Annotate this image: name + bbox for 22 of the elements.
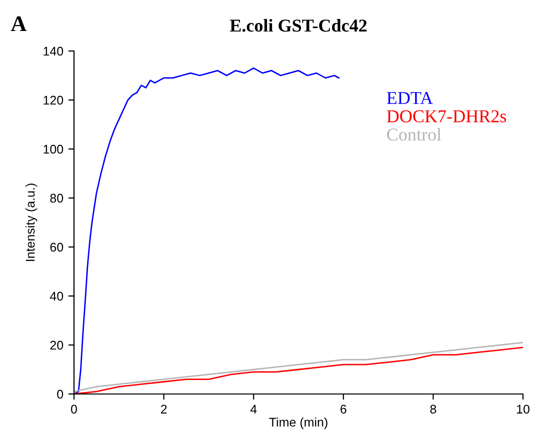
text: DOCK7-DHR2s bbox=[386, 110, 506, 122]
x-tick-label: 4 bbox=[250, 404, 257, 414]
text: Control bbox=[387, 128, 442, 141]
y-tick-label: 140 bbox=[44, 46, 64, 56]
y-tick-label: 80 bbox=[50, 194, 64, 203]
chart-title: E.coli GST-Cdc42 bbox=[230, 19, 367, 32]
y-tick-label: 100 bbox=[44, 144, 64, 154]
line-series bbox=[74, 67, 340, 394]
y-tick-label: 120 bbox=[44, 96, 64, 105]
text: A bbox=[10, 16, 27, 32]
x-tick-label: 6 bbox=[340, 404, 346, 414]
x-axis-title: Time (min) bbox=[269, 417, 328, 430]
text: EDTA bbox=[386, 92, 433, 104]
x-tick-label: 10 bbox=[517, 404, 530, 414]
y-tick-label: 20 bbox=[50, 340, 64, 350]
y-tick-label: 0 bbox=[57, 390, 64, 399]
x-tick-label: 0 bbox=[71, 404, 77, 414]
y-tick-label: 60 bbox=[50, 242, 64, 252]
x-tick-label: 8 bbox=[430, 404, 436, 414]
x-tick-label: 2 bbox=[160, 404, 167, 414]
y-tick-label: 40 bbox=[50, 292, 64, 301]
y-axis-title: Intensity (a.u.) bbox=[26, 184, 38, 261]
